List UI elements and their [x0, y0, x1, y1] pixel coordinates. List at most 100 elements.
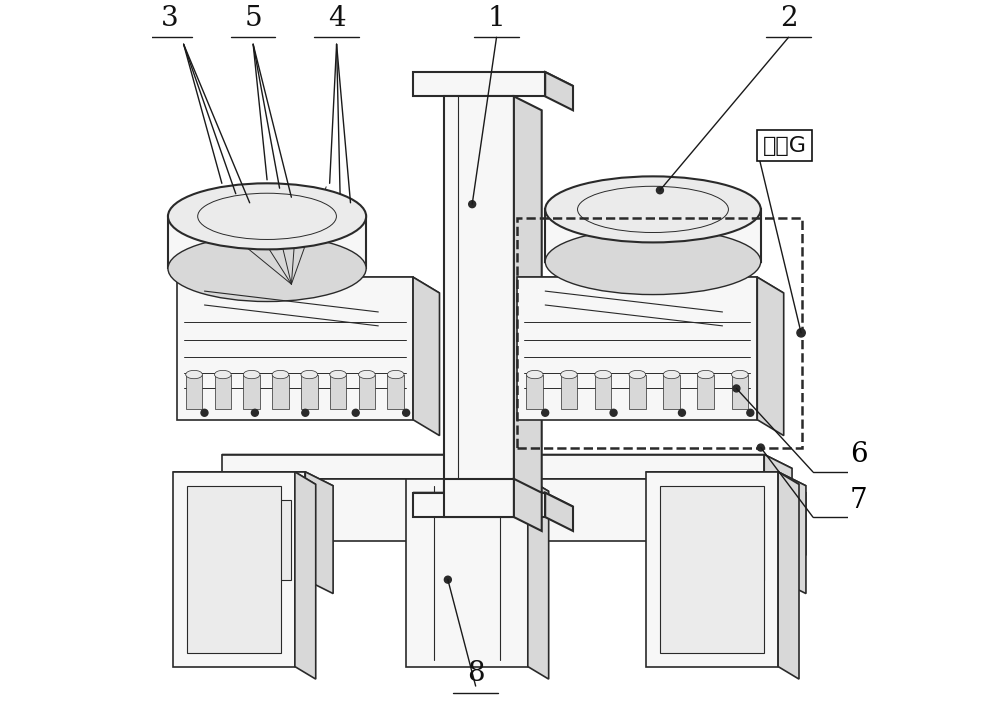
- Polygon shape: [778, 472, 806, 593]
- Polygon shape: [305, 472, 333, 593]
- Circle shape: [757, 444, 764, 451]
- Polygon shape: [180, 472, 333, 486]
- Polygon shape: [526, 374, 543, 409]
- Ellipse shape: [663, 370, 680, 379]
- Polygon shape: [528, 479, 549, 679]
- Polygon shape: [215, 374, 231, 409]
- Circle shape: [797, 329, 805, 337]
- Circle shape: [542, 409, 549, 416]
- Ellipse shape: [330, 370, 346, 379]
- Ellipse shape: [359, 370, 375, 379]
- Polygon shape: [517, 277, 757, 420]
- Ellipse shape: [595, 370, 611, 379]
- Ellipse shape: [561, 370, 577, 379]
- Polygon shape: [173, 472, 316, 484]
- Polygon shape: [545, 72, 573, 111]
- Polygon shape: [208, 479, 778, 542]
- Polygon shape: [660, 486, 764, 653]
- Ellipse shape: [545, 228, 761, 294]
- Polygon shape: [406, 479, 528, 666]
- Circle shape: [444, 576, 451, 583]
- Polygon shape: [413, 277, 440, 435]
- Polygon shape: [413, 72, 545, 96]
- Polygon shape: [406, 479, 549, 491]
- Polygon shape: [215, 500, 291, 580]
- Polygon shape: [243, 374, 260, 409]
- Circle shape: [251, 409, 258, 416]
- Circle shape: [352, 409, 359, 416]
- Polygon shape: [514, 479, 542, 531]
- Circle shape: [610, 409, 617, 416]
- Circle shape: [678, 409, 685, 416]
- Polygon shape: [646, 472, 778, 666]
- Polygon shape: [444, 479, 514, 517]
- Text: 5: 5: [244, 5, 262, 32]
- Polygon shape: [757, 277, 784, 435]
- Polygon shape: [514, 96, 542, 507]
- Circle shape: [747, 409, 754, 416]
- Polygon shape: [517, 277, 784, 293]
- Ellipse shape: [243, 370, 260, 379]
- Bar: [517, 218, 802, 447]
- Polygon shape: [177, 277, 440, 293]
- Polygon shape: [732, 374, 748, 409]
- Polygon shape: [222, 454, 764, 479]
- Polygon shape: [595, 374, 611, 409]
- Ellipse shape: [697, 370, 714, 379]
- Polygon shape: [688, 500, 764, 580]
- Polygon shape: [180, 472, 305, 580]
- Text: 区域G: 区域G: [763, 135, 807, 155]
- Ellipse shape: [545, 177, 761, 242]
- Ellipse shape: [301, 370, 318, 379]
- Ellipse shape: [578, 186, 728, 233]
- Polygon shape: [177, 277, 413, 420]
- Text: 7: 7: [850, 486, 868, 513]
- Polygon shape: [186, 374, 202, 409]
- Circle shape: [302, 409, 309, 416]
- Polygon shape: [545, 493, 573, 531]
- Text: 1: 1: [488, 5, 505, 32]
- Polygon shape: [697, 374, 714, 409]
- Polygon shape: [545, 209, 761, 262]
- Polygon shape: [359, 374, 375, 409]
- Polygon shape: [330, 374, 346, 409]
- Polygon shape: [168, 216, 366, 269]
- Ellipse shape: [272, 370, 289, 379]
- Polygon shape: [295, 472, 316, 679]
- Polygon shape: [444, 96, 514, 493]
- Text: 3: 3: [161, 5, 179, 32]
- Polygon shape: [413, 72, 573, 86]
- Polygon shape: [778, 472, 799, 679]
- Ellipse shape: [732, 370, 748, 379]
- Ellipse shape: [198, 194, 336, 240]
- Polygon shape: [778, 479, 806, 555]
- Circle shape: [201, 409, 208, 416]
- Ellipse shape: [526, 370, 543, 379]
- Text: 4: 4: [328, 5, 345, 32]
- Polygon shape: [764, 454, 792, 493]
- Polygon shape: [629, 374, 646, 409]
- Polygon shape: [173, 472, 295, 666]
- Polygon shape: [222, 454, 792, 469]
- Circle shape: [733, 385, 740, 392]
- Polygon shape: [301, 374, 318, 409]
- Ellipse shape: [215, 370, 231, 379]
- Circle shape: [403, 409, 410, 416]
- Ellipse shape: [168, 235, 366, 301]
- Polygon shape: [272, 374, 289, 409]
- Polygon shape: [653, 472, 806, 486]
- Text: 6: 6: [850, 442, 867, 469]
- Polygon shape: [413, 493, 573, 507]
- Ellipse shape: [387, 370, 404, 379]
- Ellipse shape: [186, 370, 202, 379]
- Circle shape: [656, 186, 663, 194]
- Polygon shape: [187, 486, 281, 653]
- Polygon shape: [208, 479, 806, 493]
- Ellipse shape: [629, 370, 646, 379]
- Polygon shape: [653, 472, 778, 580]
- Polygon shape: [561, 374, 577, 409]
- Circle shape: [469, 201, 476, 208]
- Ellipse shape: [168, 184, 366, 250]
- Text: 8: 8: [467, 661, 484, 688]
- Polygon shape: [646, 472, 799, 484]
